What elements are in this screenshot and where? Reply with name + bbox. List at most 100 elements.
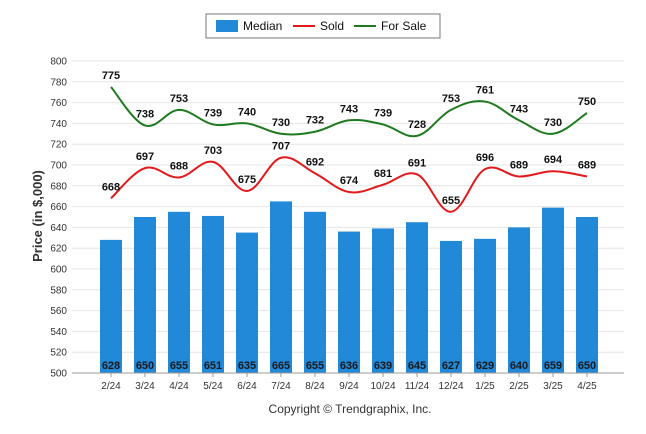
for-sale-data-label: 753 [170, 93, 188, 105]
legend-forsale-label: For Sale [381, 19, 427, 33]
median-bar-label: 640 [510, 360, 528, 372]
series-line-labels: 668 697 688 703 675 707 692 674 681 691 655 696 689 6… [102, 70, 596, 207]
for-sale-line [110, 86, 588, 138]
median-bar [576, 217, 598, 373]
y-tick-label: 520 [50, 348, 67, 359]
sold-data-label: 694 [544, 154, 563, 166]
median-bar-label: 629 [476, 360, 494, 372]
median-bar [304, 211, 326, 373]
median-bar-label: 665 [272, 360, 290, 372]
for-sale-data-label: 750 [578, 96, 596, 108]
median-bar [134, 217, 156, 373]
median-bar [236, 232, 258, 373]
sold-data-label: 655 [442, 195, 460, 207]
y-tick-label: 540 [50, 327, 67, 338]
median-bar-label: 651 [204, 360, 222, 372]
sold-data-label: 696 [476, 152, 494, 164]
x-tick-label: 4/25 [577, 381, 597, 392]
sold-data-label: 675 [238, 174, 256, 186]
series-lines [110, 86, 588, 213]
y-tick-label: 620 [50, 244, 67, 255]
y-tick-label: 660 [50, 202, 67, 213]
x-tick-label: 7/24 [271, 381, 291, 392]
for-sale-data-label: 761 [476, 85, 494, 97]
for-sale-data-label: 743 [340, 103, 358, 115]
for-sale-data-label: 739 [374, 107, 392, 119]
x-tick-label: 4/24 [169, 381, 189, 392]
median-bar-label: 645 [408, 360, 426, 372]
median-bar-label: 655 [170, 360, 188, 372]
y-tick-label: 500 [50, 369, 67, 380]
sold-data-label: 691 [408, 157, 426, 169]
y-tick-label: 580 [50, 285, 67, 296]
median-bar [100, 239, 122, 373]
median-bar [270, 201, 292, 373]
for-sale-data-label: 730 [544, 117, 562, 129]
median-bar [406, 222, 428, 373]
median-bar-label: 655 [306, 360, 324, 372]
y-axis-ticks: 500 520 540 560 580 600 620 640 660 680 700 720 740 7… [50, 57, 67, 380]
for-sale-data-label: 775 [102, 70, 120, 82]
y-tick-label: 640 [50, 223, 67, 234]
median-bar [474, 238, 496, 373]
y-tick-label: 740 [50, 119, 67, 130]
median-bar [542, 207, 564, 373]
median-bar-label: 650 [136, 360, 154, 372]
y-axis-label: Price (in $,000) [30, 170, 45, 262]
sold-data-label: 692 [306, 156, 324, 168]
median-bar [440, 240, 462, 373]
for-sale-data-label: 753 [442, 93, 460, 105]
x-tick-label: 1/25 [475, 381, 495, 392]
x-tick-label: 6/24 [237, 381, 257, 392]
median-bar [508, 227, 530, 373]
x-tick-label: 2/25 [509, 381, 529, 392]
for-sale-data-label: 739 [204, 107, 222, 119]
median-bar-label: 659 [544, 360, 562, 372]
sold-line [110, 156, 588, 213]
x-tick-label: 9/24 [339, 381, 359, 392]
legend-sold-label: Sold [320, 19, 344, 33]
legend-median-label: Median [243, 19, 282, 33]
median-bar [168, 211, 190, 373]
y-tick-label: 680 [50, 181, 67, 192]
sold-data-label: 689 [578, 159, 596, 171]
median-bars [100, 201, 598, 373]
y-tick-label: 760 [50, 98, 67, 109]
y-tick-label: 700 [50, 161, 67, 172]
x-tick-label: 3/24 [135, 381, 155, 392]
median-bar-label: 627 [442, 360, 460, 372]
y-tick-label: 600 [50, 265, 67, 276]
for-sale-data-label: 743 [510, 103, 528, 115]
sold-data-label: 697 [136, 151, 154, 163]
median-bar-label: 650 [578, 360, 596, 372]
median-bar [372, 228, 394, 373]
for-sale-data-label: 740 [238, 106, 256, 118]
y-tick-label: 560 [50, 306, 67, 317]
y-tick-label: 800 [50, 57, 67, 68]
sold-data-label: 674 [340, 175, 359, 187]
legend-box [205, 13, 441, 39]
median-bar-label: 628 [102, 360, 120, 372]
for-sale-data-label: 730 [272, 117, 290, 129]
y-tick-label: 720 [50, 140, 67, 151]
x-tick-label: 5/24 [203, 381, 223, 392]
median-bar [202, 215, 224, 373]
x-tick-label: 11/24 [405, 381, 430, 392]
sold-data-label: 681 [374, 168, 392, 180]
sold-data-label: 688 [170, 160, 188, 172]
median-bar [338, 231, 360, 373]
x-tick-label: 2/24 [101, 381, 121, 392]
median-bar-label: 635 [238, 360, 256, 372]
x-axis-ticks: 2/24 3/24 4/24 5/24 6/24 7/24 8/24 9/24 10/24 11/… [101, 373, 597, 392]
sold-data-label: 668 [102, 181, 120, 193]
sold-data-label: 707 [272, 141, 290, 153]
sold-data-label: 703 [204, 145, 222, 157]
median-bar-label: 636 [340, 360, 358, 372]
x-tick-label: 10/24 [370, 381, 395, 392]
median-bar-labels: 628 650 655 651 635 665 655 636 639 645 627 629 640 6… [102, 360, 596, 372]
y-tick-label: 780 [50, 77, 67, 88]
legend: Median Sold For Sale [205, 13, 441, 39]
median-bar-label: 639 [374, 360, 392, 372]
for-sale-data-label: 738 [136, 108, 154, 120]
